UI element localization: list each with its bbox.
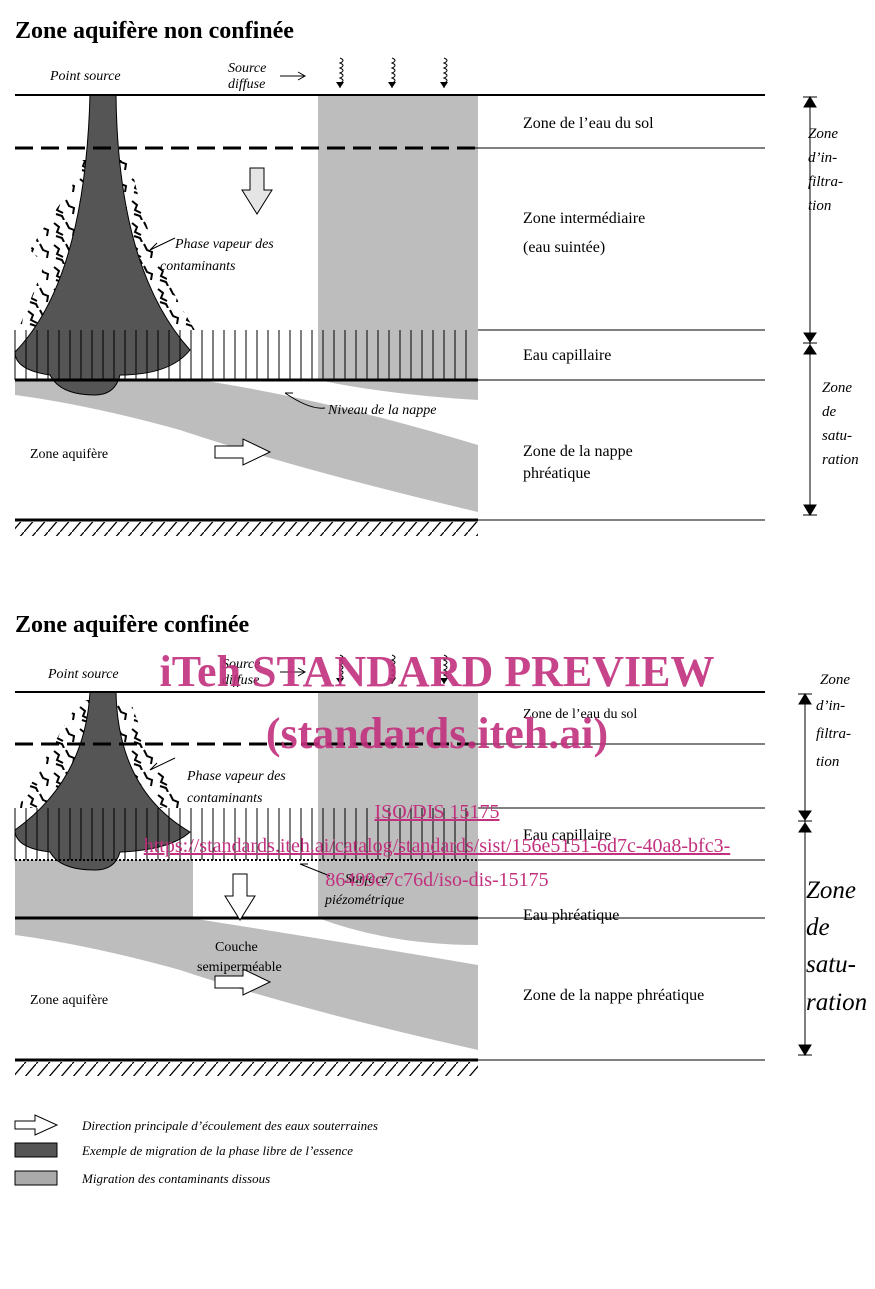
label: tion [808,198,831,214]
label: Zone [808,126,838,142]
label: satu- [806,951,856,978]
label: Zone [806,877,856,904]
legend-item: Direction principale d’écoulement des ea… [81,1118,378,1133]
legend-item: Exemple de migration de la phase libre d… [81,1143,353,1158]
page: Zone aquifère non confinée Point source … [0,0,875,1289]
label: semiperméable [197,960,282,975]
watermark-text: iTeh STANDARD PREVIEW [160,647,715,696]
label: satu- [822,428,852,444]
title: Zone aquifère confinée [15,612,250,638]
title: Zone aquifère non confinée [15,18,294,44]
decoration [336,82,344,88]
label: piézométrique [324,893,404,908]
label: filtra- [808,174,843,190]
label: contaminants [160,259,236,274]
decoration [388,82,396,88]
label: Zone aquifère [30,993,108,1008]
label: de [806,914,830,941]
label: Zone de la nappe phréatique [523,987,704,1004]
label: phréatique [523,465,591,482]
label: Point source [49,69,121,84]
legend-item: Migration des contaminants dissous [81,1171,270,1186]
label: tion [816,754,839,770]
label: Source [228,61,266,76]
label: Zone [822,380,852,396]
label: diffuse [228,77,265,92]
watermark-text: ISO/DIS 15175 [374,801,499,823]
label: Phase vapeur des [174,237,274,252]
label: de [822,404,837,420]
diagram-unconfined: Zone aquifère non confinée Point source … [15,18,859,536]
label: Zone [820,672,850,688]
label: Niveau de la nappe [327,403,436,418]
label: Eau phréatique [523,907,619,924]
watermark-text: 86499c7c76d/iso-dis-15175 [325,869,548,891]
decoration [440,82,448,88]
label: ration [806,989,867,1016]
label: Eau capillaire [523,347,611,364]
label: contaminants [187,791,263,806]
label: Zone de l’eau du sol [523,115,654,132]
legend: Direction principale d’écoulement des ea… [15,1115,378,1186]
label: Zone intermédiaire [523,210,645,227]
label: Point source [47,667,119,682]
label: (eau suintée) [523,239,605,256]
label: filtra- [816,726,851,742]
label: Zone de la nappe [523,443,633,460]
label: Couche [215,940,258,955]
label: ration [822,452,859,468]
label: d’in- [808,150,837,166]
label: d’in- [816,698,845,714]
watermark-text: (standards.iteh.ai) [266,709,608,758]
watermark-text: https://standards.iteh.ai/catalog/standa… [144,835,731,857]
label: Phase vapeur des [186,769,286,784]
label: Zone aquifère [30,447,108,462]
